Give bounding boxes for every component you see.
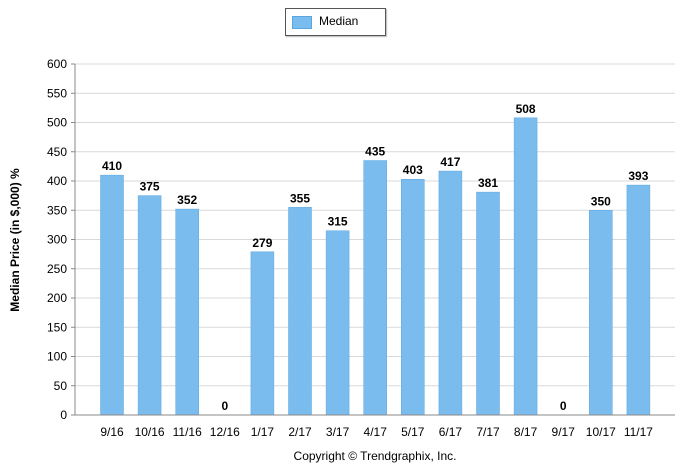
bar bbox=[100, 174, 124, 416]
x-tick-label: 11/17 bbox=[624, 425, 653, 439]
data-label: 508 bbox=[516, 102, 536, 116]
x-tick-label: 3/17 bbox=[326, 425, 350, 439]
y-tick-label: 400 bbox=[47, 174, 67, 188]
legend-swatch bbox=[292, 16, 312, 29]
y-axis-title: Median Price (in $,000) % bbox=[8, 168, 22, 312]
data-label: 393 bbox=[628, 169, 648, 183]
data-label: 381 bbox=[478, 176, 498, 190]
bar bbox=[513, 117, 538, 416]
data-label: 417 bbox=[440, 155, 460, 169]
data-label: 315 bbox=[328, 215, 348, 229]
bar bbox=[401, 178, 425, 416]
data-label: 0 bbox=[560, 399, 567, 413]
y-tick-label: 600 bbox=[47, 57, 67, 71]
x-tick-label: 6/17 bbox=[439, 425, 463, 439]
x-tick-label: 2/17 bbox=[288, 425, 312, 439]
x-tick-label: 1/17 bbox=[251, 425, 275, 439]
copyright-footer: Copyright © Trendgraphix, Inc. bbox=[294, 449, 457, 463]
legend-box: Median bbox=[285, 8, 386, 36]
legend-label: Median bbox=[319, 14, 359, 28]
data-label: 375 bbox=[140, 180, 160, 194]
y-tick-label: 300 bbox=[47, 233, 67, 247]
bar-layer bbox=[100, 117, 651, 416]
bar bbox=[175, 208, 199, 416]
y-tick-label: 500 bbox=[47, 116, 67, 130]
bar bbox=[589, 210, 613, 416]
x-tick-label: 10/16 bbox=[135, 425, 165, 439]
y-tick-label: 200 bbox=[47, 291, 67, 305]
bar bbox=[137, 195, 162, 416]
y-tick-label: 550 bbox=[47, 86, 67, 100]
bar bbox=[438, 170, 463, 416]
x-tick-label: 7/17 bbox=[476, 425, 500, 439]
data-label: 410 bbox=[102, 159, 122, 173]
x-tick-label: 9/16 bbox=[100, 425, 124, 439]
x-tick-label: 5/17 bbox=[401, 425, 425, 439]
data-label: 350 bbox=[591, 194, 611, 208]
bar bbox=[626, 184, 651, 416]
data-label: 355 bbox=[290, 191, 310, 205]
y-tick-label: 250 bbox=[47, 262, 67, 276]
y-tick-label: 0 bbox=[60, 408, 67, 422]
data-label: 279 bbox=[252, 236, 272, 250]
x-tick-label: 4/17 bbox=[364, 425, 388, 439]
bar bbox=[288, 207, 312, 416]
x-tick-label: 12/16 bbox=[210, 425, 240, 439]
data-label: 352 bbox=[177, 193, 197, 207]
x-tick-label: 11/16 bbox=[173, 425, 202, 439]
bar bbox=[476, 191, 500, 416]
data-label: 435 bbox=[365, 145, 385, 159]
data-label: 0 bbox=[221, 399, 228, 413]
x-tick-label: 8/17 bbox=[514, 425, 538, 439]
axis-layer: 0 50 100 150 200 250 300 350 400 450 500 550 600 9/16… bbox=[47, 57, 675, 439]
x-tick-label: 10/17 bbox=[586, 425, 616, 439]
y-tick-label: 350 bbox=[47, 203, 67, 217]
y-tick-label: 100 bbox=[47, 350, 67, 364]
label-layer: 410 375 352 0 279 355 315 435 403 417 381 508 0 350 39… bbox=[102, 102, 649, 413]
bar bbox=[363, 160, 387, 416]
bar bbox=[250, 251, 275, 416]
x-tick-label: 9/17 bbox=[552, 425, 576, 439]
data-label: 403 bbox=[403, 163, 423, 177]
bar bbox=[325, 230, 350, 416]
y-tick-label: 450 bbox=[47, 145, 67, 159]
y-tick-label: 50 bbox=[54, 379, 68, 393]
y-tick-label: 150 bbox=[47, 320, 67, 334]
